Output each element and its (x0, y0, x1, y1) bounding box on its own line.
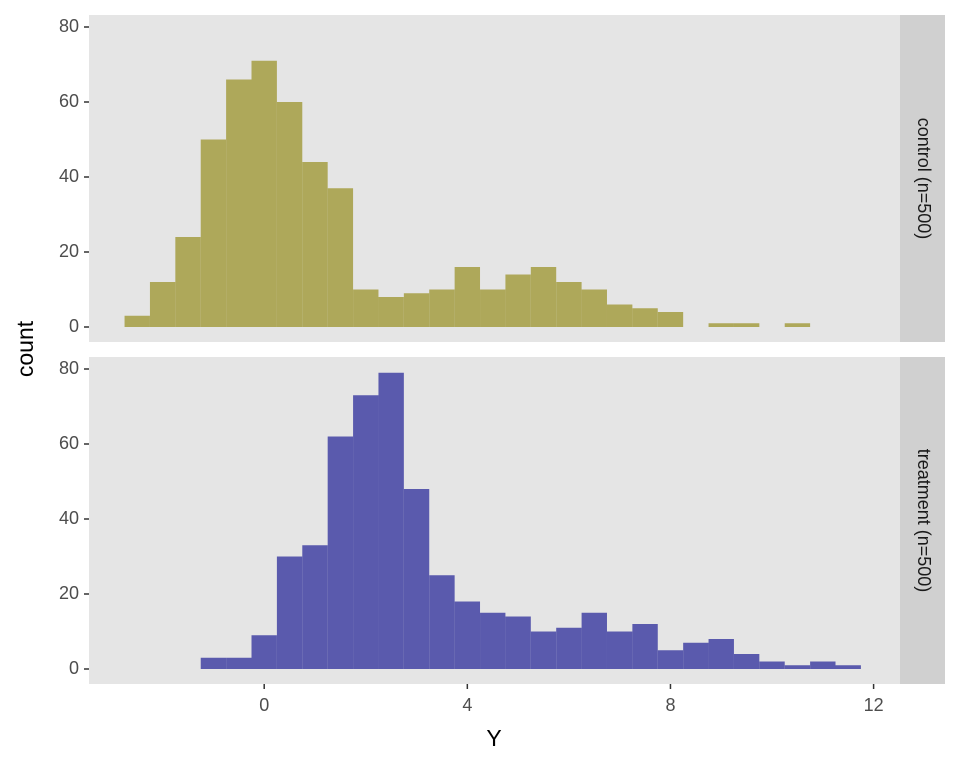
histogram-bar (606, 631, 633, 669)
histogram-bar (556, 627, 582, 669)
histogram-bar (327, 436, 354, 669)
histogram-bar (505, 274, 531, 327)
y-tick-label: 40 (59, 166, 79, 186)
histogram-bar (403, 293, 430, 327)
histogram-bar (454, 267, 481, 327)
histogram-bar (124, 315, 150, 327)
histogram-bar (378, 297, 404, 327)
histogram-bar (480, 289, 506, 327)
histogram-bar (606, 304, 633, 327)
histogram-bar (657, 650, 684, 669)
histogram-bar (251, 635, 277, 669)
x-tick-label: 0 (259, 695, 269, 715)
histogram-bar (505, 616, 531, 669)
y-tick-label: 60 (59, 91, 79, 111)
histogram-bar (657, 312, 684, 327)
histogram-bar (632, 308, 658, 327)
histogram-bar (226, 657, 252, 669)
histogram-bar (784, 665, 811, 669)
histogram-bar (251, 60, 277, 327)
strip-label: control (n=500) (914, 118, 934, 240)
histogram-bar (276, 556, 303, 669)
strip-background (900, 357, 945, 684)
histogram-bar (276, 102, 303, 327)
y-tick-label: 0 (69, 658, 79, 678)
histogram-bar (200, 139, 227, 327)
histogram-bar (403, 489, 430, 669)
histogram-bar (226, 79, 252, 327)
x-axis-title: Y (486, 725, 501, 751)
histogram-bar (454, 601, 481, 669)
strip-background (900, 15, 945, 342)
x-tick-label: 4 (462, 695, 472, 715)
y-tick-label: 20 (59, 583, 79, 603)
histogram-bar (556, 282, 582, 327)
histogram-bar (733, 323, 760, 327)
y-tick-label: 60 (59, 433, 79, 453)
y-tick-label: 20 (59, 241, 79, 261)
y-tick-label: 0 (69, 316, 79, 336)
histogram-bar (480, 612, 506, 669)
histogram-bar (733, 654, 760, 669)
histogram-bar (302, 162, 328, 327)
histogram-bar (200, 657, 227, 669)
strip-label: treatment (n=500) (914, 449, 934, 593)
histogram-bar (810, 661, 836, 669)
histogram-bar (784, 323, 811, 327)
histogram-bar (429, 289, 455, 327)
y-axis-title: count (12, 320, 38, 377)
histogram-bar (378, 372, 404, 669)
x-tick-label: 8 (665, 695, 675, 715)
histogram-bar (149, 282, 176, 327)
histogram-bar (429, 575, 455, 669)
histogram-bar (632, 624, 658, 669)
histogram-bar (835, 665, 861, 669)
histogram-bar (302, 545, 328, 669)
histogram-bar (353, 395, 379, 669)
histogram-bar (581, 289, 607, 327)
y-tick-label: 80 (59, 358, 79, 378)
histogram-bar (353, 289, 379, 327)
histogram-bar (175, 237, 201, 327)
histogram-bar (759, 661, 785, 669)
histogram-bar (327, 188, 354, 327)
y-tick-label: 80 (59, 16, 79, 36)
histogram-bar (708, 639, 734, 669)
histogram-bar (708, 323, 734, 327)
histogram-bar (683, 642, 709, 669)
x-tick-label: 12 (864, 695, 884, 715)
histogram-bar (530, 631, 557, 669)
histogram-bar (530, 267, 557, 327)
histogram-bar (581, 612, 607, 669)
y-tick-label: 40 (59, 508, 79, 528)
